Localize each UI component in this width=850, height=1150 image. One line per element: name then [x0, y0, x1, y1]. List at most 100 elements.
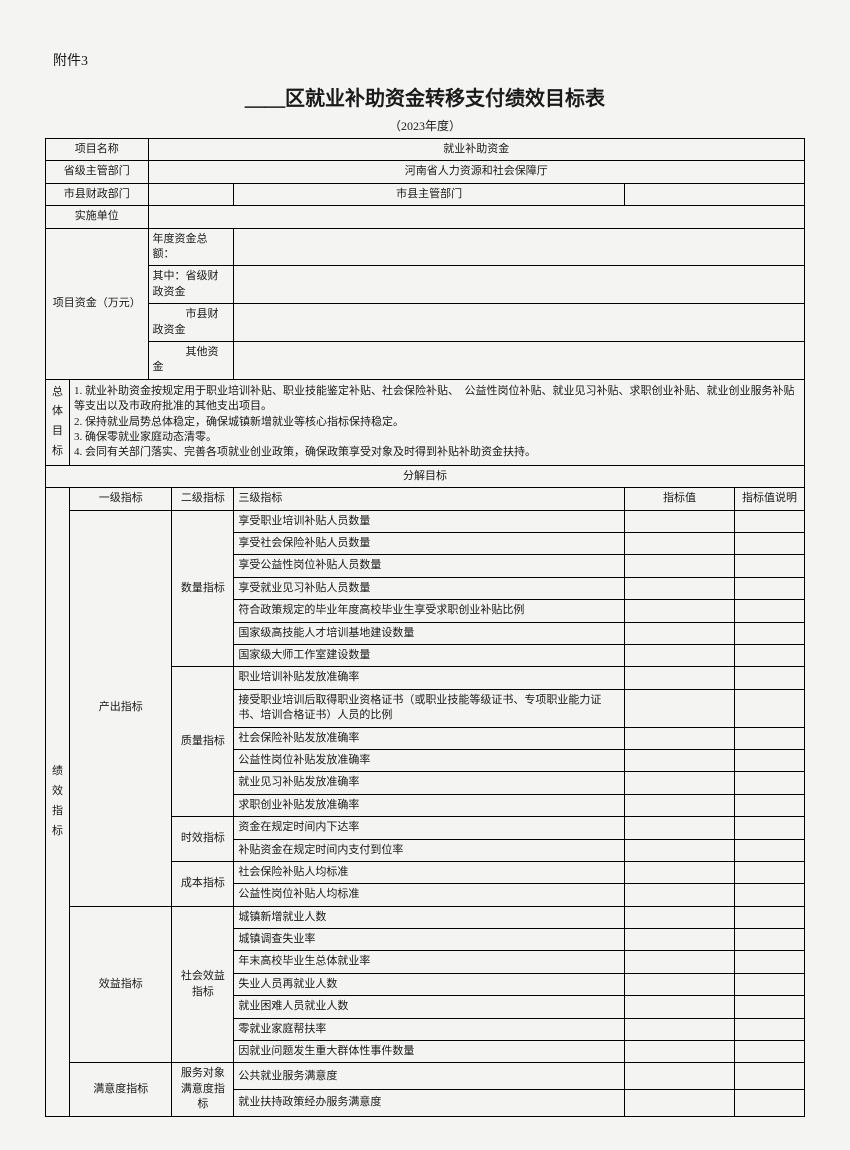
desc-cell: [735, 727, 805, 749]
col-val: 指标值: [625, 488, 735, 510]
lvl3-cell: 享受公益性岗位补贴人员数量: [234, 555, 625, 577]
val-cell: [625, 645, 735, 667]
table-row: 市县财政资金: [46, 304, 805, 342]
val-cell: [625, 772, 735, 794]
val-cell: [625, 929, 735, 951]
val-cell: [625, 577, 735, 599]
val-cell: [625, 749, 735, 771]
impl-unit-value: [148, 206, 804, 228]
funds-total-label: 年度资金总额：: [148, 228, 234, 266]
table-row: 产出指标 数量指标 享受职业培训补贴人员数量: [46, 510, 805, 532]
val-cell: [625, 1018, 735, 1040]
lvl3-cell: 享受社会保险补贴人员数量: [234, 533, 625, 555]
lvl1-output: 产出指标: [70, 510, 172, 906]
overall-label: 总体目标: [46, 379, 70, 465]
perf-label: 绩效指标: [46, 488, 70, 1116]
col-lvl1: 一级指标: [70, 488, 172, 510]
table-row: 绩效指标 一级指标 二级指标 三级指标 指标值 指标值说明: [46, 488, 805, 510]
lvl2-social: 社会效益指标: [172, 906, 234, 1063]
funds-other-value: [234, 341, 805, 379]
lvl3-cell: 求职创业补贴发放准确率: [234, 794, 625, 816]
val-cell: [625, 622, 735, 644]
val-cell: [625, 667, 735, 689]
lvl3-cell: 享受就业见习补贴人员数量: [234, 577, 625, 599]
col-lvl2: 二级指标: [172, 488, 234, 510]
desc-cell: [735, 973, 805, 995]
table-row: 分解目标: [46, 465, 805, 487]
desc-cell: [735, 533, 805, 555]
province-dept-label: 省级主管部门: [46, 161, 149, 183]
lvl3-cell: 社会保险补贴人均标准: [234, 861, 625, 883]
desc-cell: [735, 929, 805, 951]
project-name-value: 就业补助资金: [148, 139, 804, 161]
lvl3-cell: 年末高校毕业生总体就业率: [234, 951, 625, 973]
val-cell: [625, 600, 735, 622]
table-row: 实施单位: [46, 206, 805, 228]
col-desc: 指标值说明: [735, 488, 805, 510]
val-cell: [625, 727, 735, 749]
desc-cell: [735, 1090, 805, 1117]
lvl3-cell: 零就业家庭帮扶率: [234, 1018, 625, 1040]
col-lvl3: 三级指标: [234, 488, 625, 510]
lvl1-benefit: 效益指标: [70, 906, 172, 1063]
lvl2-satisfy: 服务对象满意度指标: [172, 1063, 234, 1116]
val-cell: [625, 1041, 735, 1063]
desc-cell: [735, 794, 805, 816]
val-cell: [625, 861, 735, 883]
lvl2-quality: 质量指标: [172, 667, 234, 817]
desc-cell: [735, 817, 805, 839]
val-cell: [625, 973, 735, 995]
decompose-header: 分解目标: [46, 465, 805, 487]
lvl3-cell: 城镇新增就业人数: [234, 906, 625, 928]
lvl3-cell: 失业人员再就业人数: [234, 973, 625, 995]
lvl3-cell: 城镇调查失业率: [234, 929, 625, 951]
val-cell: [625, 1090, 735, 1117]
city-finance-value: [148, 183, 234, 205]
table-row: 其中：省级财政资金: [46, 266, 805, 304]
desc-cell: [735, 861, 805, 883]
val-cell: [625, 555, 735, 577]
attachment-label: 附件3: [53, 50, 805, 70]
desc-cell: [735, 645, 805, 667]
funds-total-value: [234, 228, 805, 266]
desc-cell: [735, 1041, 805, 1063]
val-cell: [625, 839, 735, 861]
val-cell: [625, 951, 735, 973]
desc-cell: [735, 749, 805, 771]
desc-cell: [735, 622, 805, 644]
lvl3-cell: 社会保险补贴发放准确率: [234, 727, 625, 749]
project-name-label: 项目名称: [46, 139, 149, 161]
desc-cell: [735, 689, 805, 727]
val-cell: [625, 817, 735, 839]
funds-city-value: [234, 304, 805, 342]
performance-table: 项目名称 就业补助资金 省级主管部门 河南省人力资源和社会保障厅 市县财政部门 …: [45, 138, 805, 1117]
funds-city-label: 市县财政资金: [148, 304, 234, 342]
city-dept-value: [624, 183, 804, 205]
city-dept-label: 市县主管部门: [234, 183, 625, 205]
funds-prov-value: [234, 266, 805, 304]
table-row: 省级主管部门 河南省人力资源和社会保障厅: [46, 161, 805, 183]
lvl3-cell: 符合政策规定的毕业年度高校毕业生享受求职创业补贴比例: [234, 600, 625, 622]
province-dept-value: 河南省人力资源和社会保障厅: [148, 161, 804, 183]
lvl3-cell: 公共就业服务满意度: [234, 1063, 625, 1090]
lvl3-cell: 公益性岗位补贴发放准确率: [234, 749, 625, 771]
lvl2-time: 时效指标: [172, 817, 234, 862]
lvl3-cell: 国家级大师工作室建设数量: [234, 645, 625, 667]
table-row: 项目资金（万元） 年度资金总额：: [46, 228, 805, 266]
lvl3-cell: 补贴资金在规定时间内支付到位率: [234, 839, 625, 861]
lvl3-cell: 因就业问题发生重大群体性事件数量: [234, 1041, 625, 1063]
desc-cell: [735, 577, 805, 599]
val-cell: [625, 689, 735, 727]
desc-cell: [735, 839, 805, 861]
val-cell: [625, 996, 735, 1018]
lvl2-cost: 成本指标: [172, 861, 234, 906]
val-cell: [625, 884, 735, 906]
impl-unit-label: 实施单位: [46, 206, 149, 228]
table-row: 市县财政部门 市县主管部门: [46, 183, 805, 205]
desc-cell: [735, 1063, 805, 1090]
lvl3-cell: 国家级高技能人才培训基地建设数量: [234, 622, 625, 644]
desc-cell: [735, 600, 805, 622]
lvl3-cell: 资金在规定时间内下达率: [234, 817, 625, 839]
funds-other-label: 其他资金: [148, 341, 234, 379]
lvl3-cell: 享受职业培训补贴人员数量: [234, 510, 625, 532]
